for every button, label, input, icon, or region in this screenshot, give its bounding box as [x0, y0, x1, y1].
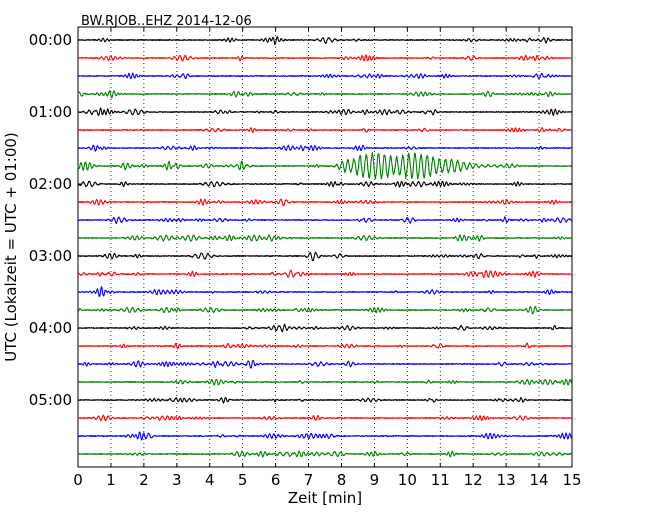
y-tick-label: 04:00: [29, 319, 72, 337]
x-tick-label: 6: [271, 471, 281, 489]
x-tick-label: 11: [431, 471, 450, 489]
seismogram-trace: [77, 127, 573, 133]
x-axis-label: Zeit [min]: [288, 489, 362, 507]
x-tick-label: 1: [106, 471, 116, 489]
grid-lines: [110, 27, 540, 467]
plot-area: [77, 26, 573, 468]
seismogram-trace: [77, 54, 573, 62]
x-tick-label: 10: [398, 471, 417, 489]
seismogram-trace: [77, 72, 573, 80]
y-tick-label: 02:00: [29, 175, 72, 193]
seismogram-trace: [77, 198, 573, 207]
x-tick-label: 15: [562, 471, 581, 489]
x-tick-label: 13: [497, 471, 516, 489]
seismogram-trace: [77, 378, 573, 386]
x-tick-label: 3: [172, 471, 182, 489]
y-tick-label: 03:00: [29, 247, 72, 265]
seismogram-trace: [77, 144, 573, 152]
seismogram-trace: [77, 107, 573, 116]
x-tick-label: 0: [73, 471, 83, 489]
y-tick-label: 05:00: [29, 391, 72, 409]
x-tick-label: 8: [337, 471, 347, 489]
seismogram-trace: [77, 151, 573, 180]
seismogram-trace: [77, 306, 573, 315]
y-tick-label: 00:00: [29, 31, 72, 49]
x-tick-label: 12: [464, 471, 483, 489]
seismogram-trace: [77, 269, 573, 279]
y-axis-label: UTC (Lokalzeit = UTC + 01:00): [2, 132, 20, 362]
seismogram-trace: [77, 359, 573, 369]
x-tick-label: 14: [530, 471, 549, 489]
seismogram-trace: [77, 397, 573, 404]
seismogram-trace: [77, 216, 573, 224]
seismogram-trace: [77, 450, 573, 458]
chart-title: BW.RJOB..EHZ 2014-12-06: [81, 14, 252, 29]
seismogram-trace: [77, 286, 573, 297]
seismogram-trace: [77, 431, 573, 441]
x-tick-label: 5: [238, 471, 248, 489]
x-tick-label: 2: [139, 471, 149, 489]
seismogram-trace: [77, 342, 573, 350]
x-tick-label: 7: [304, 471, 314, 489]
x-tick-label: 9: [370, 471, 380, 489]
seismogram-trace: [77, 323, 573, 333]
axis-ticks: 0 1 2 3 4 5 6 7 8 9 10 11 12 13 14 1500:0001:0002:0003:…: [29, 27, 582, 489]
seismogram-traces: [77, 35, 573, 458]
seismogram-trace: [77, 90, 573, 99]
y-tick-label: 01:00: [29, 103, 72, 121]
x-tick-label: 4: [205, 471, 215, 489]
seismogram-trace: [77, 414, 573, 422]
seismogram-trace: [77, 234, 573, 242]
seismogram-trace: [77, 35, 573, 46]
seismogram-trace: [77, 180, 573, 188]
seismogram-trace: [77, 251, 573, 262]
